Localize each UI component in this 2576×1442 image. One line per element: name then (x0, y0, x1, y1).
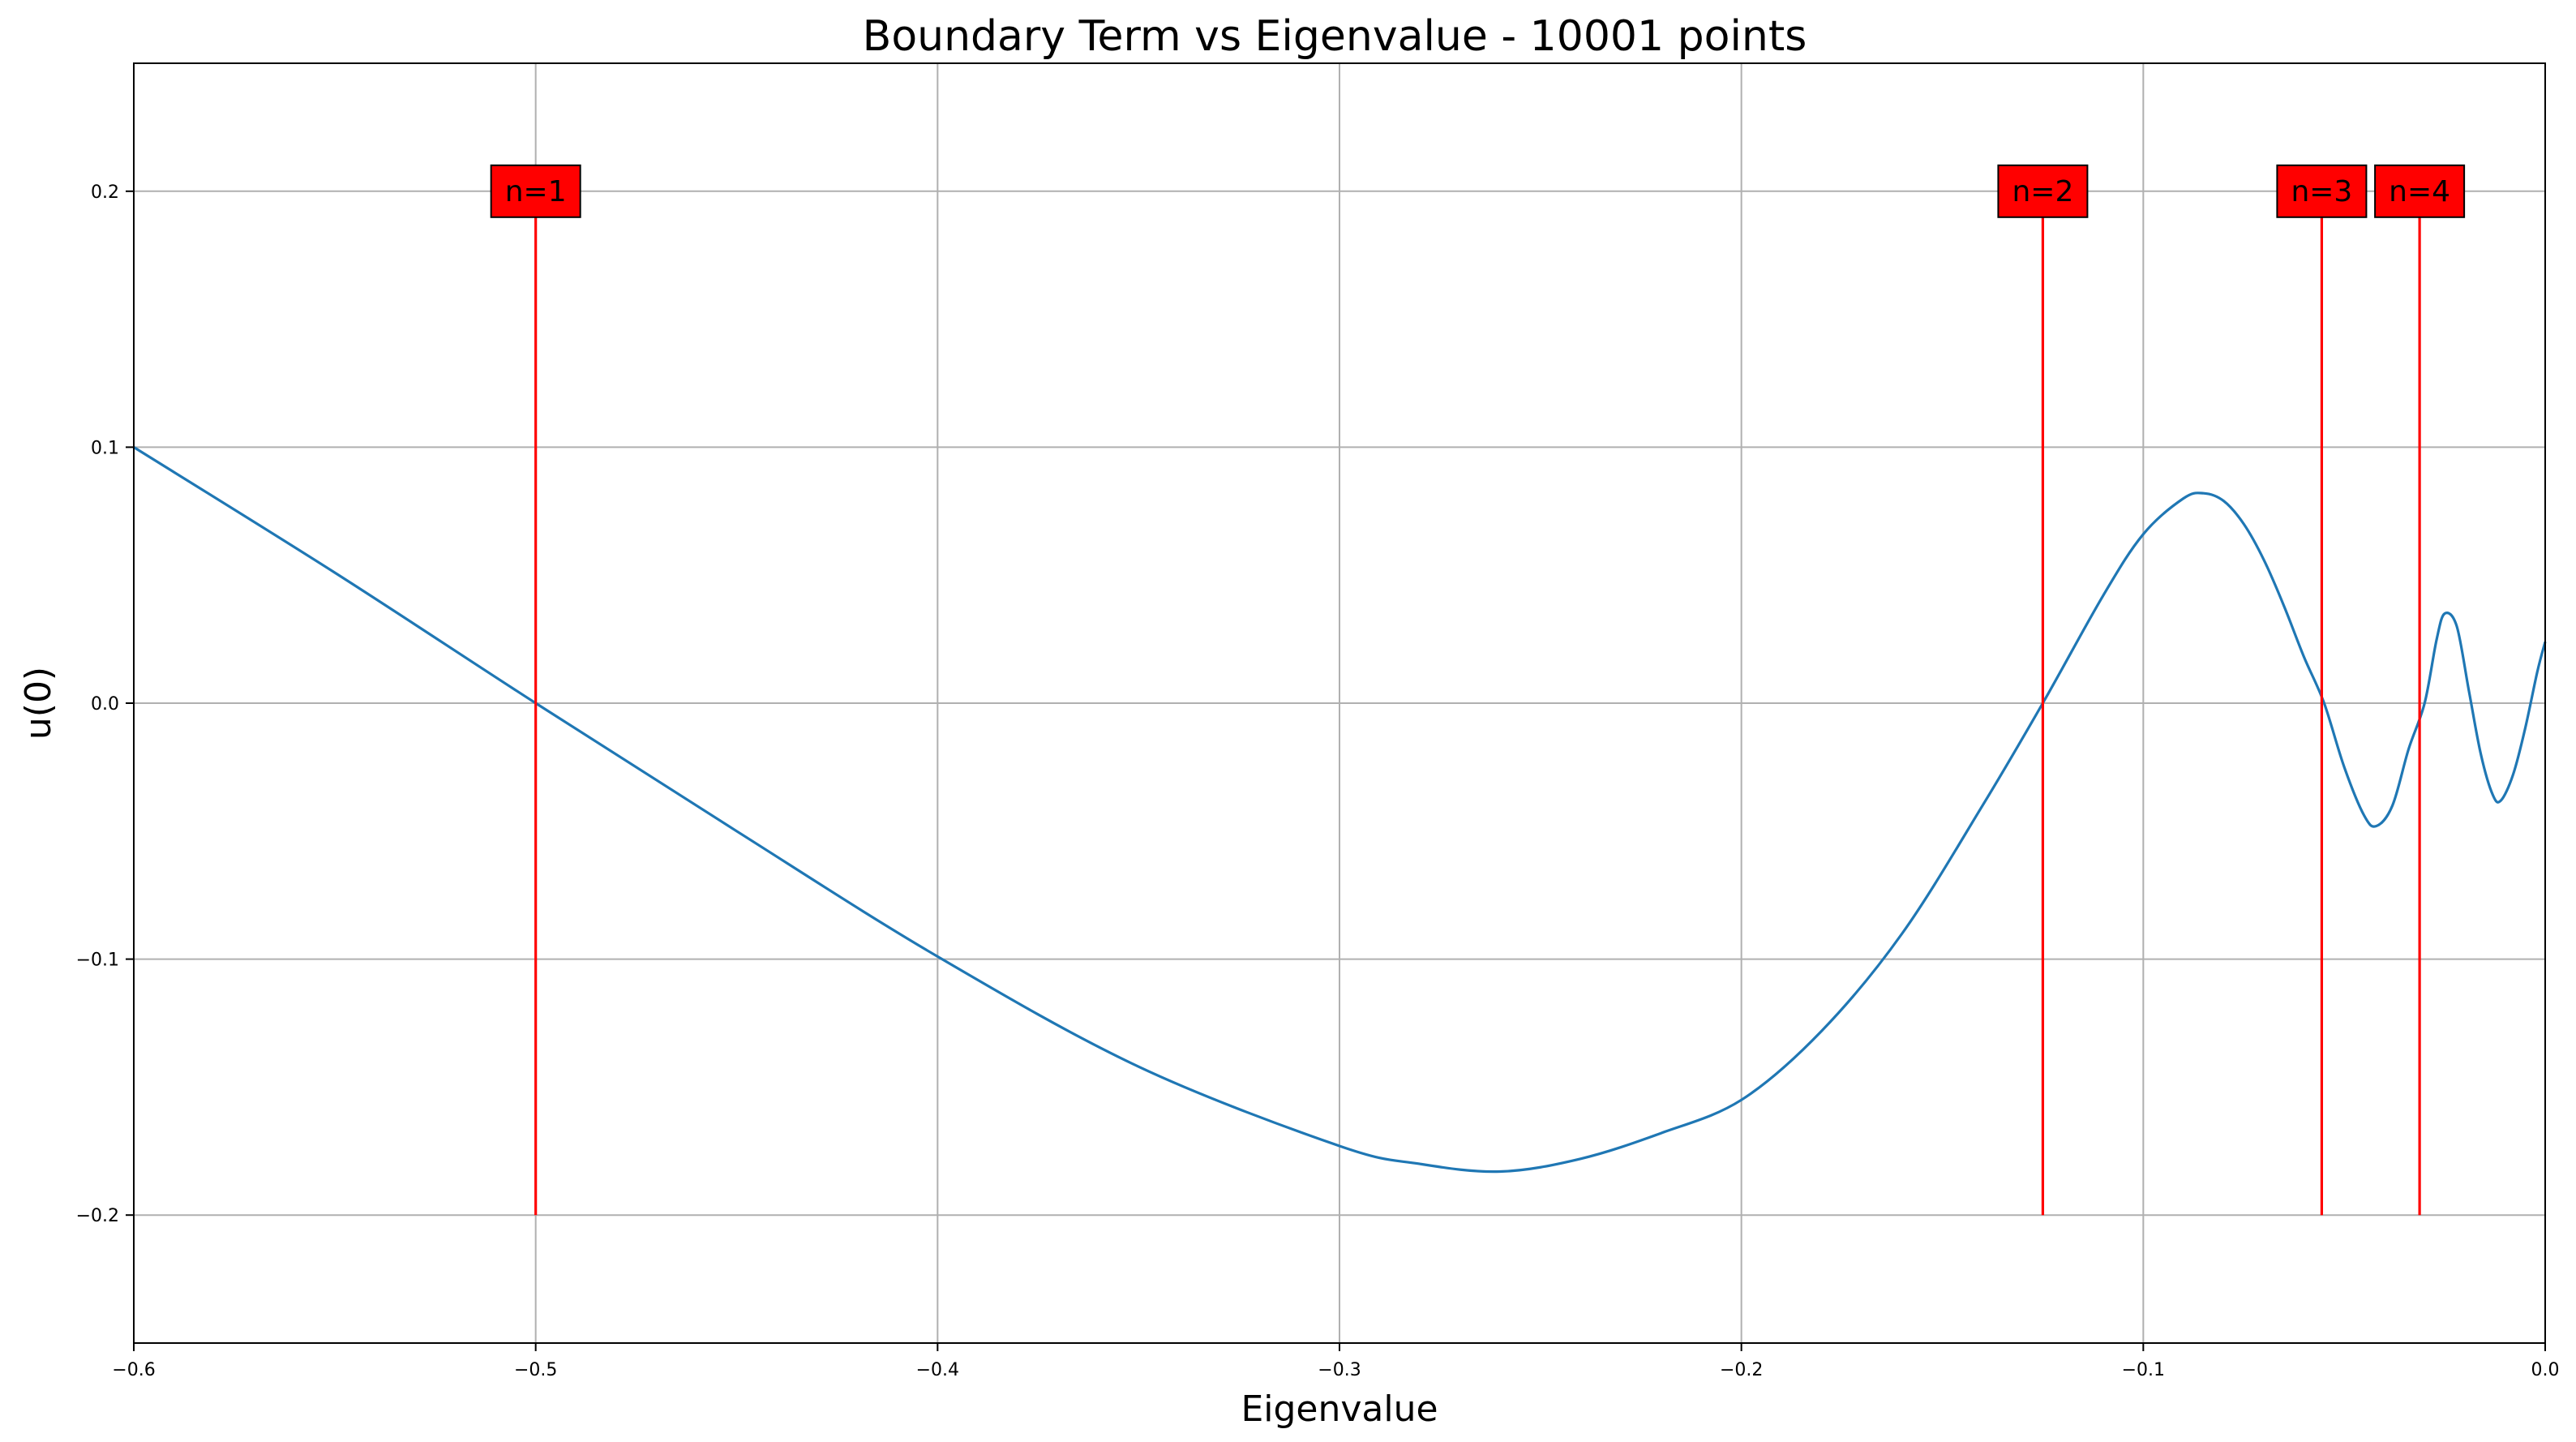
marker-box (490, 164, 581, 218)
y-tick-label: 0.1 (91, 438, 119, 458)
y-axis-label: u(0) (18, 667, 59, 740)
x-tick-label: −0.3 (1318, 1360, 1361, 1380)
series-line (133, 446, 2547, 1174)
y-tick-label: 0.0 (91, 694, 119, 715)
marker-box (2276, 164, 2368, 218)
x-tick-label: −0.5 (514, 1360, 557, 1380)
x-tick-label: −0.2 (1720, 1360, 1763, 1380)
plot-area: n=1 n=2 n=3 n=4 (133, 164, 2547, 1216)
x-tick-label: 0.0 (2531, 1360, 2560, 1380)
y-tick-label: −0.2 (76, 1206, 119, 1226)
x-tick-label: −0.6 (112, 1360, 155, 1380)
marker-box (1997, 164, 2089, 218)
marker-label: n=2 (2012, 175, 2073, 208)
x-axis-label: Eigenvalue (1241, 1388, 1438, 1430)
marker-label: n=4 (2389, 175, 2450, 208)
ticks: −0.6 −0.5 −0.4 −0.3 −0.2 −0.1 0.0 −0.2 −0.1 0.0 0.… (76, 182, 2560, 1380)
marker-box (2374, 164, 2466, 218)
y-tick-label: 0.2 (91, 182, 119, 203)
marker-label: n=3 (2291, 175, 2352, 208)
x-tick-label: −0.1 (2122, 1360, 2165, 1380)
plot-frame (133, 62, 2546, 1344)
x-tick-label: −0.4 (916, 1360, 959, 1380)
y-tick-label: −0.1 (76, 951, 119, 971)
chart-title: Boundary Term vs Eigenvalue - 10001 poin… (863, 12, 1807, 61)
marker-label: n=1 (505, 175, 567, 208)
